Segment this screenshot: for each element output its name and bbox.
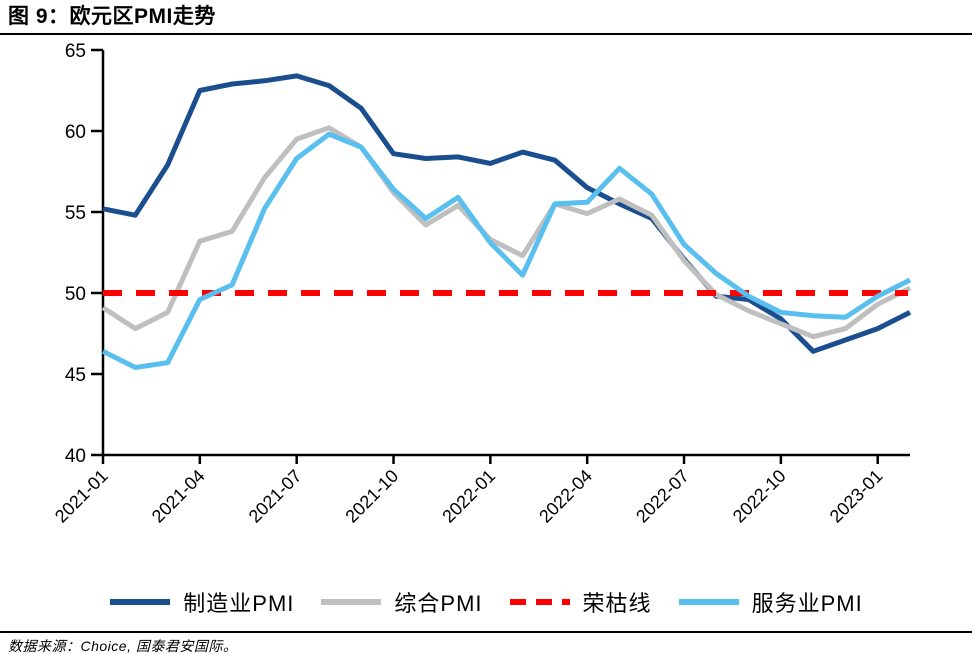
legend-label-services: 服务业PMI: [751, 591, 863, 616]
svg-text:65: 65: [65, 41, 86, 62]
legend-item-composite-pmi: 综合PMI: [320, 586, 482, 618]
svg-text:55: 55: [65, 203, 86, 224]
svg-text:2021-01: 2021-01: [51, 466, 112, 527]
svg-text:45: 45: [65, 365, 86, 386]
chart-legend: 制造业PMI 综合PMI 荣枯线 服务业PMI: [0, 582, 972, 622]
svg-text:2022-01: 2022-01: [438, 466, 499, 527]
svg-text:2022-10: 2022-10: [729, 466, 790, 527]
legend-item-manufacturing-pmi: 制造业PMI: [109, 586, 294, 618]
legend-swatch-boom-bust: [509, 599, 570, 605]
svg-text:2021-07: 2021-07: [245, 466, 306, 527]
figure-title-bar: 图 9：欧元区PMI走势: [0, 0, 972, 35]
svg-text:2021-10: 2021-10: [341, 466, 402, 527]
legend-item-boom-bust-line: 荣枯线: [509, 586, 652, 618]
legend-label-manufacturing: 制造业PMI: [183, 591, 295, 616]
legend-swatch-manufacturing: [110, 599, 171, 605]
svg-text:50: 50: [65, 284, 86, 305]
legend-swatch-services: [678, 599, 739, 605]
data-source-note: 数据来源：Choice, 国泰君安国际。: [8, 638, 238, 654]
svg-text:2022-04: 2022-04: [535, 466, 596, 527]
footer-divider: [0, 631, 972, 633]
legend-swatch-composite: [321, 599, 382, 605]
svg-text:2022-07: 2022-07: [632, 466, 693, 527]
legend-item-services-pmi: 服务业PMI: [678, 586, 863, 618]
legend-label-boom-bust: 荣枯线: [582, 591, 652, 616]
legend-label-composite: 综合PMI: [394, 591, 483, 616]
figure-title: 图 9：欧元区PMI走势: [8, 5, 216, 28]
svg-text:40: 40: [65, 446, 86, 467]
svg-text:2021-04: 2021-04: [148, 466, 209, 527]
pmi-line-chart: 40 45 50 55 60 65 2021-01 2021-04 2021-07 2021-10…: [51, 41, 912, 527]
svg-text:60: 60: [65, 122, 86, 143]
svg-text:2023-01: 2023-01: [826, 466, 887, 527]
